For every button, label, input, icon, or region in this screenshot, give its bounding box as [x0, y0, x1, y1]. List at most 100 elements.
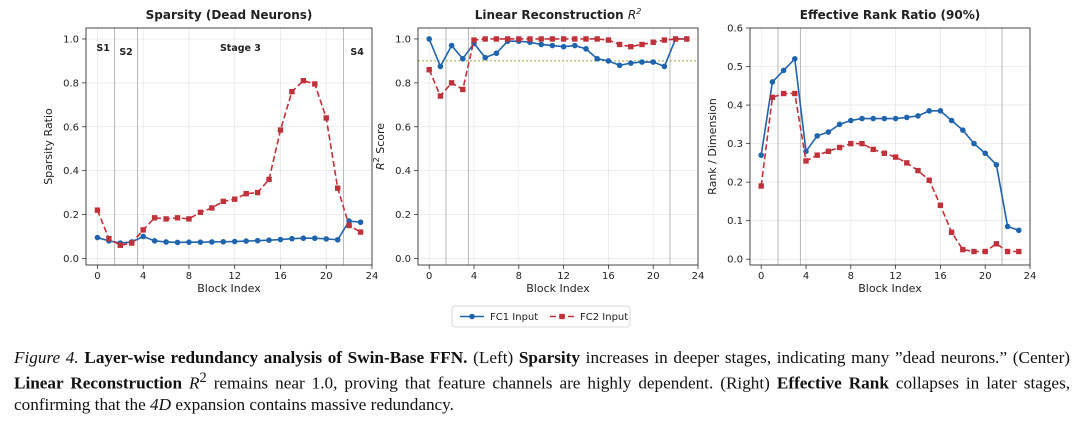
data-point: [583, 36, 589, 42]
data-point: [870, 146, 876, 153]
y-tick-label: 0.6: [63, 122, 79, 133]
data-point: [780, 90, 787, 97]
data-point: [266, 237, 272, 244]
data-point: [300, 235, 307, 242]
data-point: [437, 63, 444, 70]
chart-title: Linear Reconstruction R2: [475, 7, 642, 22]
legend-label: FC1 Input: [490, 312, 538, 323]
y-tick-label: 0.2: [395, 210, 411, 221]
data-point: [231, 238, 238, 245]
data-point: [94, 207, 101, 213]
data-point: [493, 50, 500, 57]
data-point: [140, 227, 146, 233]
data-point: [892, 115, 899, 122]
data-point: [1016, 248, 1022, 255]
x-tick-label: 0: [94, 271, 100, 282]
data-point: [186, 216, 192, 222]
data-point: [904, 114, 910, 121]
series-line: [96, 79, 361, 247]
y-tick-label: 1.0: [63, 34, 79, 45]
x-axis-label: Block Index: [858, 282, 922, 295]
data-point: [881, 115, 888, 122]
data-point: [792, 56, 798, 62]
data-point: [163, 216, 169, 222]
y-axis-label: R2 Score: [372, 123, 387, 170]
data-point: [926, 108, 932, 114]
data-point: [232, 196, 238, 202]
x-tick-label: 8: [186, 271, 192, 282]
data-point: [594, 55, 600, 62]
data-point: [960, 127, 966, 133]
data-point: [254, 237, 261, 244]
data-point: [825, 148, 832, 155]
chart-panel-2: 0 4 8 12 16 20 24 0.0 0.2 0.4 0.6 0.8 1.0 Linear Reco…: [372, 7, 704, 295]
series-fc1-input: [758, 56, 1022, 234]
data-point: [814, 152, 820, 158]
data-point: [493, 36, 500, 42]
data-point: [289, 235, 295, 242]
data-point: [859, 140, 865, 147]
data-point: [639, 41, 645, 48]
x-tick-label: 8: [516, 271, 522, 282]
data-point: [106, 235, 112, 242]
data-point: [174, 215, 181, 221]
data-point: [971, 248, 977, 255]
data-point: [527, 36, 533, 42]
y-axis-label: Sparsity Ratio: [42, 108, 55, 185]
data-point: [650, 39, 656, 45]
data-point: [163, 239, 169, 245]
x-tick-label: 12: [557, 271, 570, 282]
data-point: [151, 238, 158, 244]
y-tick-label: 0.8: [395, 78, 411, 89]
plot-frame: [85, 27, 373, 266]
data-point: [572, 42, 578, 49]
data-point: [254, 189, 261, 196]
data-point: [803, 158, 809, 164]
data-point: [220, 238, 227, 245]
data-point: [266, 176, 272, 183]
data-point: [538, 41, 544, 48]
data-point: [312, 81, 318, 87]
caption-math-r: R: [189, 373, 200, 393]
data-point: [904, 160, 910, 166]
x-tick-label: 8: [848, 271, 854, 282]
data-point: [471, 37, 477, 43]
data-point: [549, 42, 556, 49]
stage-label: S4: [350, 47, 364, 58]
data-point: [426, 66, 432, 73]
data-point: [672, 36, 679, 42]
data-point: [915, 113, 921, 119]
y-tick-label: 0.0: [727, 255, 743, 266]
y-tick-label: 0.3: [727, 139, 743, 150]
data-point: [560, 36, 567, 42]
caption-keyword-linear-reconstruction: Linear Reconstruction: [14, 373, 183, 393]
data-point: [892, 154, 899, 160]
caption-keyword-sparsity: Sparsity: [518, 348, 580, 367]
data-point: [583, 46, 589, 52]
chart-title: Effective Rank Ratio (90%): [800, 8, 981, 22]
plot-frame: [417, 27, 699, 266]
data-point: [437, 93, 444, 99]
y-axis-label: Rank / Dimension: [706, 98, 719, 195]
data-point: [1016, 227, 1022, 234]
data-point: [948, 229, 955, 235]
data-point: [661, 37, 668, 43]
data-point: [460, 55, 466, 62]
x-tick-label: 16: [934, 271, 947, 282]
legend-item-fc2-input: FC2 Input: [550, 312, 628, 323]
data-point: [661, 63, 668, 70]
data-point: [460, 86, 466, 93]
data-point: [243, 190, 249, 197]
data-point: [937, 202, 944, 208]
x-axis-label: Block Index: [526, 282, 590, 295]
data-point: [186, 239, 192, 245]
y-axis-label-math: R: [374, 162, 387, 170]
y-axis-label-text: Score: [374, 123, 387, 158]
x-tick-label: 24: [1024, 271, 1037, 282]
y-tick-label: 0.2: [727, 178, 743, 189]
data-point: [971, 140, 977, 147]
caption-part2: increases in deeper stages, indicating m…: [585, 348, 1071, 367]
data-point: [836, 144, 843, 151]
y-tick-label: 0.6: [727, 24, 743, 35]
